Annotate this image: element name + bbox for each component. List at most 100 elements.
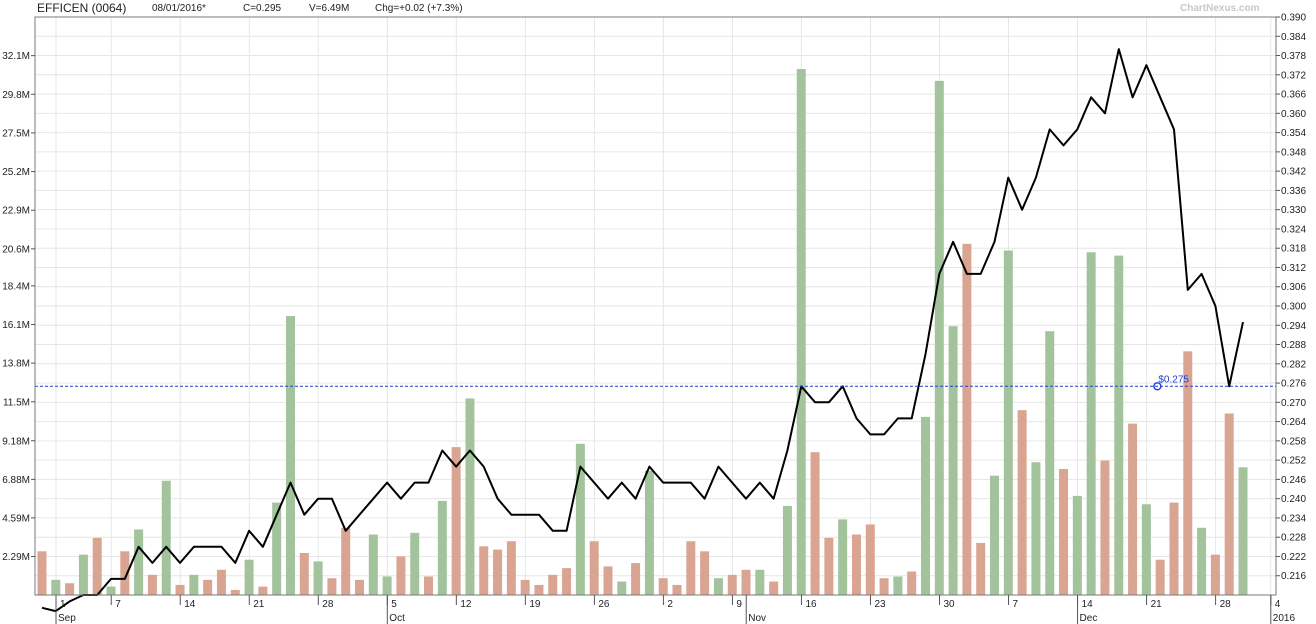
day-tick-label: 4: [1275, 599, 1281, 610]
price-tick-label: 0.264: [1281, 417, 1306, 428]
volume-bar: [1017, 410, 1027, 595]
volume-tick-label: 4.59M: [2, 513, 30, 524]
day-tick-label: 14: [1082, 599, 1094, 610]
volume-tick-label: 20.6M: [2, 244, 30, 255]
volume-bar: [78, 554, 88, 595]
price-tick-label: 0.258: [1281, 436, 1306, 447]
volume-bar: [1224, 413, 1234, 595]
volume-bar: [879, 578, 889, 595]
volume-bar: [37, 551, 47, 595]
volume-bar: [755, 569, 765, 595]
volume-bars: [37, 69, 1248, 596]
price-tick-label: 0.246: [1281, 475, 1306, 486]
price-axis: 0.390 0.384 0.378 0.372 0.366 0.360 0.354 0.348…: [1276, 13, 1306, 582]
price-tick-label: 0.348: [1281, 147, 1306, 158]
volume-bar: [355, 579, 365, 595]
volume-bar: [920, 416, 930, 595]
volume-bar: [272, 502, 282, 595]
volume-tick-label: 27.5M: [2, 128, 30, 139]
price-tick-label: 0.312: [1281, 263, 1306, 274]
day-tick-label: 16: [805, 599, 817, 610]
price-tick-label: 0.366: [1281, 90, 1306, 101]
volume-bar: [700, 551, 710, 595]
volume-bar: [990, 475, 1000, 595]
volume-bar: [1003, 250, 1013, 596]
price-tick-label: 0.360: [1281, 109, 1306, 120]
volume-bar: [1045, 331, 1055, 595]
day-tick-label: 14: [184, 599, 196, 610]
day-tick-label: 19: [529, 599, 541, 610]
volume-bar: [299, 552, 309, 595]
price-line-layer: [41, 48, 1244, 613]
price-tick-label: 0.354: [1281, 128, 1306, 139]
price-tick-label: 0.384: [1281, 32, 1306, 43]
price-tick-label: 0.372: [1281, 70, 1306, 81]
volume-bar: [1128, 423, 1138, 595]
volume-bar: [451, 447, 461, 595]
time-axis: 171421285121926291623307142128411SepOctN…: [55, 595, 1295, 624]
volume-bar: [313, 561, 323, 595]
volume-bar: [603, 566, 613, 595]
price-tick-label: 0.324: [1281, 224, 1306, 235]
volume-bar: [658, 578, 668, 595]
volume-bar: [713, 578, 723, 595]
day-tick-label: 30: [943, 599, 955, 610]
volume-bar: [258, 586, 268, 595]
volume-bar: [976, 542, 986, 595]
price-tick-label: 0.294: [1281, 321, 1306, 332]
price-tick-label: 0.300: [1281, 302, 1306, 313]
price-tick-label: 0.240: [1281, 494, 1306, 505]
volume-tick-label: 9.18M: [2, 436, 30, 447]
day-tick-label: 26: [598, 599, 610, 610]
price-tick-label: 0.222: [1281, 552, 1306, 563]
volume-bar: [327, 578, 337, 595]
volume-bar: [51, 579, 61, 595]
volume-bar: [1059, 468, 1069, 595]
volume-label: V=6.49M: [309, 3, 350, 14]
volume-bar: [189, 574, 199, 595]
day-tick-label: 7: [115, 599, 121, 610]
volume-bar: [934, 80, 944, 596]
volume-bar: [727, 574, 737, 595]
volume-bar: [741, 569, 751, 595]
volume-axis: 32.1M 29.8M 27.5M 25.2M 22.9M 20.6M 18.4M 16.1M…: [2, 51, 35, 563]
volume-bar: [838, 519, 848, 595]
volume-bar: [948, 326, 958, 595]
volume-bar: [134, 529, 144, 595]
month-label: Dec: [1080, 613, 1098, 624]
volume-bar: [617, 581, 627, 595]
day-tick-label: 21: [1151, 599, 1163, 610]
day-tick-label: 21: [253, 599, 265, 610]
volume-bar: [1210, 554, 1220, 595]
price-series-line: [41, 48, 1244, 613]
volume-bar: [1031, 462, 1041, 595]
month-label: Nov: [748, 613, 766, 624]
volume-bar: [216, 569, 226, 595]
day-tick-label: 23: [874, 599, 886, 610]
volume-bar: [672, 584, 682, 595]
volume-bar: [465, 398, 475, 595]
volume-bar: [1183, 351, 1193, 595]
price-tick-label: 0.318: [1281, 244, 1306, 255]
volume-bar: [285, 316, 295, 595]
chart-header: EFFICEN (0064) 08/01/2016* C=0.295 V=6.4…: [0, 0, 1316, 18]
volume-tick-label: 13.8M: [2, 359, 30, 370]
date-label: 08/01/2016*: [152, 3, 206, 14]
price-tick-label: 0.342: [1281, 167, 1306, 178]
volume-tick-label: 2.29M: [2, 552, 30, 563]
volume-bar: [382, 576, 392, 595]
volume-bar: [1155, 559, 1165, 595]
volume-bar: [686, 541, 696, 595]
price-tick-label: 0.270: [1281, 398, 1306, 409]
volume-bar: [1114, 255, 1124, 595]
volume-bar: [230, 589, 240, 595]
day-tick-label: 2: [667, 599, 673, 610]
reference-price-label: $0.275: [1158, 374, 1189, 385]
day-tick-label: 7: [1013, 599, 1019, 610]
price-tick-label: 0.252: [1281, 456, 1306, 467]
volume-bar: [782, 505, 792, 595]
close-label: C=0.295: [243, 3, 282, 14]
volume-bar: [1086, 252, 1096, 596]
volume-bar: [341, 527, 351, 595]
